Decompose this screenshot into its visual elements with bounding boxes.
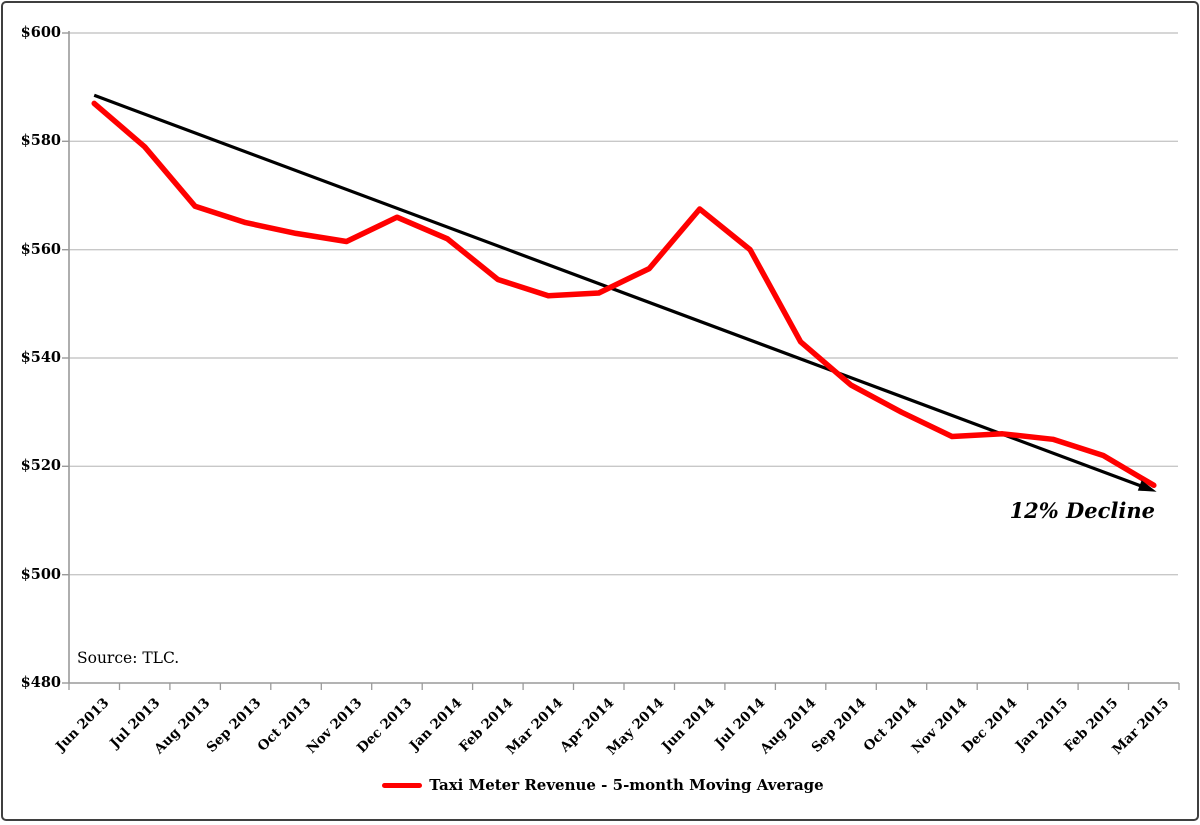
legend-line-swatch-icon — [382, 783, 422, 788]
y-axis-label: $600 — [9, 23, 61, 43]
y-axis-label: $540 — [9, 348, 61, 368]
y-axis-label: $580 — [9, 131, 61, 151]
trend-line — [94, 95, 1144, 487]
y-axis-label: $560 — [9, 240, 61, 260]
legend: Taxi Meter Revenue - 5-month Moving Aver… — [3, 776, 1200, 794]
legend-label: Taxi Meter Revenue - 5-month Moving Aver… — [429, 776, 823, 794]
decline-annotation: 12% Decline — [933, 498, 1155, 523]
y-axis-label: $500 — [9, 565, 61, 585]
y-axis-label: $480 — [9, 673, 61, 693]
y-axis-label: $520 — [9, 456, 61, 476]
source-note: Source: TLC. — [77, 649, 179, 667]
